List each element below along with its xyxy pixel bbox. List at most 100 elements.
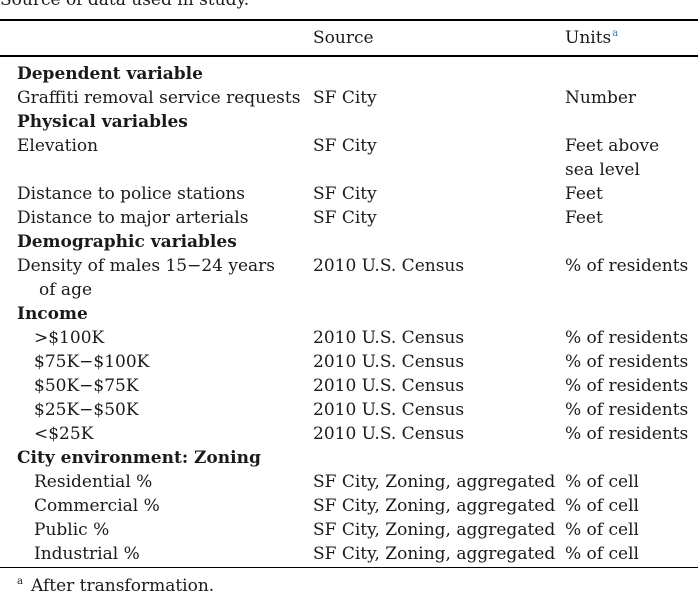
source-cell: SF City xyxy=(313,88,377,108)
variable-name: >$100K xyxy=(34,326,316,350)
variable-name-text: Public % xyxy=(34,520,110,540)
variable-name-text: City environment: Zoning xyxy=(17,448,261,468)
units-text: Feet xyxy=(565,184,603,204)
source-cell: 2010 U.S. Census xyxy=(313,256,465,276)
section-heading-row: Dependent variable xyxy=(0,62,698,86)
units-text: % of cell xyxy=(565,544,639,564)
section-heading-row: Income xyxy=(0,302,698,326)
variable-name: Residential % xyxy=(34,470,316,494)
units-text: % of cell xyxy=(565,520,639,540)
table-row: Commercial % SF City, Zoning, aggregated%… xyxy=(0,494,698,518)
source-cell: 2010 U.S. Census xyxy=(313,328,465,348)
variable-name-text: Commercial % xyxy=(34,496,160,516)
variable-name-text: <$25K xyxy=(34,424,94,444)
units-cell: % of cell xyxy=(565,470,639,494)
table-row: Density of males 15−24 years of age 2010 U… xyxy=(0,254,698,302)
table-row: <$25K 2010 U.S. Census % of residents xyxy=(0,422,698,446)
variable-name-text: Physical variables xyxy=(17,112,188,132)
table-top-rule xyxy=(0,19,698,21)
variable-name-text: Density of males 15−24 years xyxy=(17,256,276,276)
units-text: % of cell xyxy=(565,472,639,492)
variable-name-text: Income xyxy=(17,304,88,324)
section-heading: Income xyxy=(17,302,299,326)
section-heading-row: Demographic variables xyxy=(0,230,698,254)
units-cell: Feet above sea level xyxy=(565,134,659,182)
variable-name-text: $50K−$75K xyxy=(34,376,139,396)
variable-name-text: $75K−$100K xyxy=(34,352,150,372)
table-row: Industrial % SF City, Zoning, aggregated%… xyxy=(0,542,698,566)
table-row: $75K−$100K 2010 U.S. Census % of residents xyxy=(0,350,698,374)
variable-name: Industrial % xyxy=(34,542,316,566)
variable-name: $25K−$50K xyxy=(34,398,316,422)
variable-name-text: Elevation xyxy=(17,136,99,156)
variable-name-text: $25K−$50K xyxy=(34,400,139,420)
variable-name-text: Dependent variable xyxy=(17,64,203,84)
source-cell: 2010 U.S. Census xyxy=(313,376,465,396)
units-text: % of cell xyxy=(565,496,639,516)
table-header-rule xyxy=(0,55,698,57)
variable-name-text: Industrial % xyxy=(34,544,140,564)
units-cell: % of cell xyxy=(565,494,639,518)
variable-name-text: Demographic variables xyxy=(17,232,237,252)
units-cell: % of cell xyxy=(565,518,639,542)
section-heading: Physical variables xyxy=(17,110,299,134)
units-cell: Feet xyxy=(565,182,603,206)
table-footnote: a After transformation. xyxy=(17,575,214,600)
footnote-text: After transformation. xyxy=(30,576,215,596)
table-bottom-rule xyxy=(0,567,698,568)
table-row: Public % SF City, Zoning, aggregated % of … xyxy=(0,518,698,542)
variable-name: Distance to major arterials xyxy=(17,206,299,230)
variable-name: Commercial % xyxy=(34,494,316,518)
units-text: % of residents xyxy=(565,400,689,420)
section-heading: Dependent variable xyxy=(17,62,299,86)
column-header-units: Unitsa xyxy=(565,27,618,52)
variable-name-text: Graffiti removal service requests xyxy=(17,88,301,108)
table-row: $50K−$75K 2010 U.S. Census % of residents xyxy=(0,374,698,398)
table-row: Elevation SF City Feet above sea level xyxy=(0,134,698,182)
source-cell: SF City, Zoning, aggregated xyxy=(313,544,556,564)
units-cell: % of residents xyxy=(565,422,688,446)
column-header-units-label: Units xyxy=(565,28,612,48)
source-cell: SF City xyxy=(313,208,377,228)
table-row: Graffiti removal service requests SF City… xyxy=(0,86,698,110)
units-text-continuation: sea level xyxy=(565,160,640,180)
units-footnote-marker[interactable]: a xyxy=(612,28,619,39)
table-row: $25K−$50K 2010 U.S. Census % of residents xyxy=(0,398,698,422)
section-heading-row: City environment: Zoning xyxy=(0,446,698,470)
variable-name: $75K−$100K xyxy=(34,350,316,374)
units-text: Number xyxy=(565,88,637,108)
units-cell: % of cell xyxy=(565,542,639,566)
variable-name: <$25K xyxy=(34,422,316,446)
table-row: Distance to police stations SF City Feet xyxy=(0,182,698,206)
units-text: % of residents xyxy=(565,352,689,372)
units-cell: % of residents xyxy=(565,326,688,350)
footnote-marker: a xyxy=(17,576,23,587)
variable-name: $50K−$75K xyxy=(34,374,316,398)
column-header-source: Source xyxy=(313,28,374,48)
variable-name-text: Distance to police stations xyxy=(17,184,246,204)
table-row: Residential % SF City, Zoning, aggregated… xyxy=(0,470,698,494)
source-cell: SF City, Zoning, aggregated xyxy=(313,472,556,492)
section-heading: City environment: Zoning xyxy=(17,446,299,470)
variable-name: Density of males 15−24 years of age xyxy=(17,254,299,302)
units-cell: % of residents xyxy=(565,350,688,374)
units-cell: % of residents xyxy=(565,254,688,278)
variable-name-text: >$100K xyxy=(34,328,105,348)
variable-name-continuation: of age xyxy=(39,280,93,300)
units-text: % of residents xyxy=(565,256,689,276)
table-row: Distance to major arterials SF City Feet xyxy=(0,206,698,230)
units-text: Feet above xyxy=(565,136,660,156)
table-row: >$100K 2010 U.S. Census % of residents xyxy=(0,326,698,350)
section-heading-row: Physical variables xyxy=(0,110,698,134)
units-cell: Number xyxy=(565,86,636,110)
units-text: % of residents xyxy=(565,424,689,444)
variable-name: Graffiti removal service requests xyxy=(17,86,301,110)
table-body: Dependent variable Graffiti removal servi… xyxy=(0,62,698,566)
source-cell: 2010 U.S. Census xyxy=(313,424,465,444)
units-text: % of residents xyxy=(565,376,689,396)
variable-name-text: Distance to major arterials xyxy=(17,208,249,228)
source-cell: 2010 U.S. Census xyxy=(313,400,465,420)
source-cell: 2010 U.S. Census xyxy=(313,352,465,372)
units-cell: Feet xyxy=(565,206,603,230)
units-text: % of residents xyxy=(565,328,689,348)
